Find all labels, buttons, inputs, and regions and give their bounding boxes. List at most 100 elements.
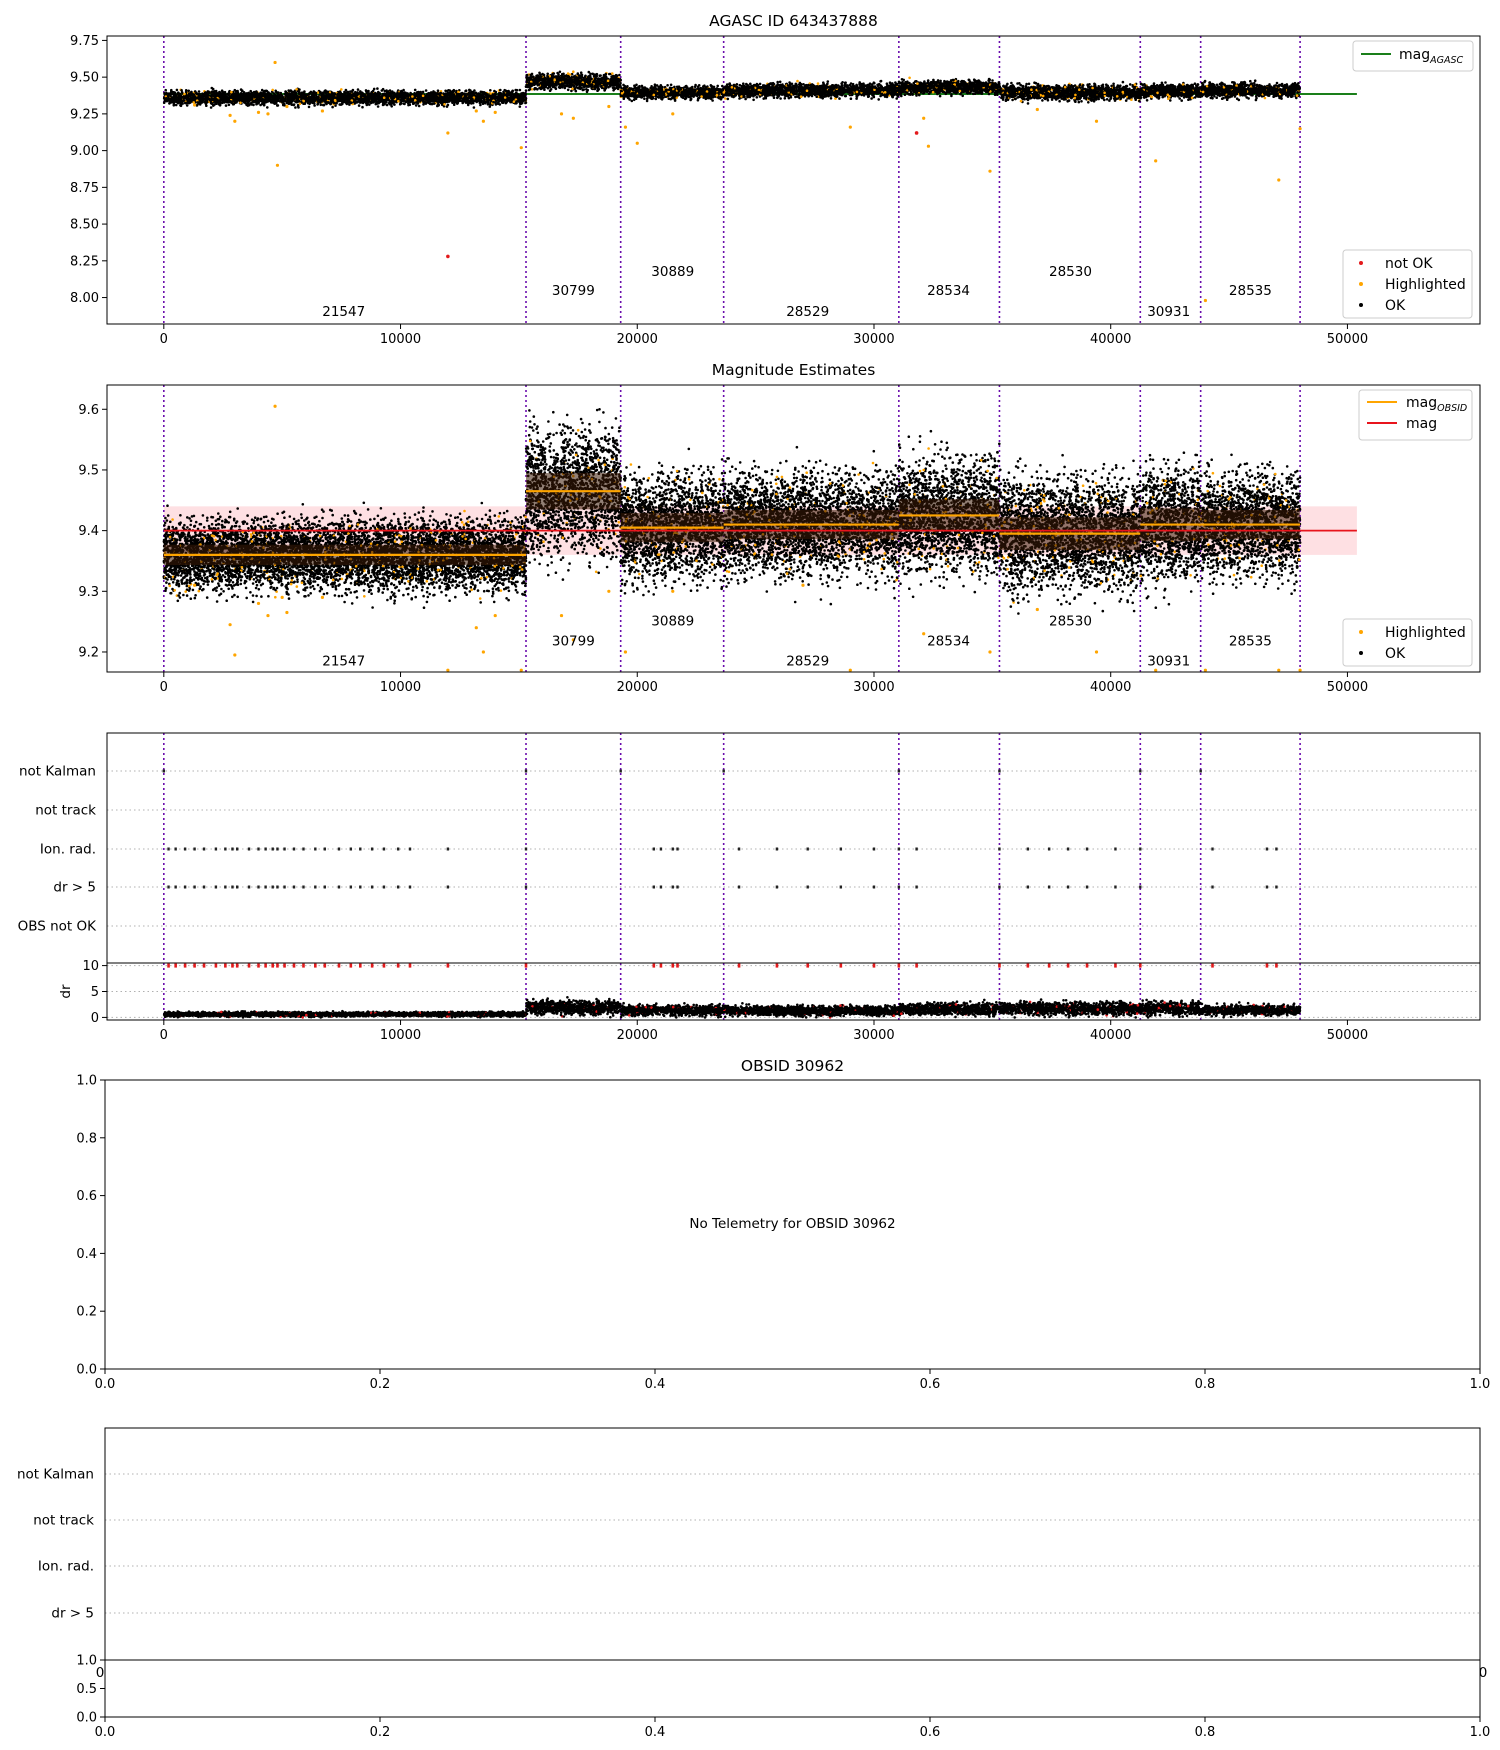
highlighted-point	[333, 98, 337, 102]
ok-point	[297, 90, 301, 93]
ok-point	[563, 84, 566, 88]
ok-point	[344, 88, 348, 92]
ok-point	[479, 103, 482, 107]
ok-point	[571, 80, 574, 84]
ok-point	[442, 97, 446, 100]
ok-point	[478, 97, 482, 100]
ok-point	[175, 88, 179, 92]
ok-point	[472, 93, 476, 96]
ok-point	[246, 96, 250, 99]
ok-point	[581, 88, 585, 92]
ok-point	[431, 99, 435, 103]
ok-point	[558, 70, 562, 74]
ok-point	[261, 102, 264, 106]
ok-point	[400, 89, 403, 93]
ok-point	[424, 89, 428, 92]
ok-point	[334, 104, 337, 107]
ok-point	[307, 105, 311, 109]
ok-point	[166, 94, 170, 98]
ok-point	[495, 99, 498, 103]
ok-point	[439, 97, 442, 101]
ok-point	[437, 100, 441, 103]
highlighted-point	[382, 96, 386, 99]
ok-point	[359, 101, 363, 104]
ok-point	[184, 89, 188, 92]
ok-point	[187, 92, 191, 95]
ok-point	[581, 82, 584, 86]
ok-point	[231, 100, 234, 103]
ok-point	[307, 92, 311, 96]
ok-point	[529, 84, 532, 87]
ok-point	[554, 87, 558, 91]
ok-point	[250, 95, 253, 99]
ok-point	[507, 99, 511, 102]
highlighted-point	[183, 92, 186, 96]
ok-point	[312, 95, 315, 98]
ok-point	[296, 99, 300, 102]
ok-point	[361, 105, 364, 109]
ok-point	[277, 96, 281, 99]
ok-point	[170, 88, 173, 92]
ok-point	[226, 97, 229, 101]
ok-point	[501, 101, 504, 104]
ok-point	[505, 93, 508, 97]
ok-point	[599, 81, 603, 85]
ok-point	[276, 98, 280, 102]
ok-point	[464, 89, 467, 93]
ok-point	[381, 87, 385, 91]
highlighted-point	[295, 88, 298, 91]
ok-point	[319, 103, 323, 107]
ok-point	[374, 97, 377, 101]
ok-point	[339, 93, 343, 96]
ok-point	[716, 84, 719, 88]
ok-point	[288, 90, 292, 93]
ok-point	[591, 83, 594, 87]
ok-point	[254, 90, 258, 93]
ok-point	[445, 105, 449, 108]
ok-point	[312, 91, 316, 95]
ok-point	[273, 96, 276, 100]
ok-point	[196, 101, 199, 104]
highlighted-point	[271, 88, 275, 92]
ok-point	[521, 91, 525, 95]
ok-point	[543, 88, 546, 91]
ok-point	[618, 73, 621, 77]
ok-point	[264, 95, 268, 99]
ok-point	[310, 98, 314, 102]
ok-point	[275, 91, 279, 94]
ok-point	[322, 95, 325, 98]
ok-point	[223, 94, 226, 98]
ok-point	[570, 77, 573, 81]
ok-point	[552, 84, 556, 88]
ok-point	[552, 72, 556, 75]
ok-point	[349, 90, 352, 93]
ok-point	[173, 92, 177, 96]
ok-point	[386, 90, 389, 94]
ok-point	[291, 93, 295, 96]
ok-point	[414, 104, 418, 107]
ok-point	[431, 102, 434, 106]
ok-point	[170, 97, 174, 100]
ok-point	[406, 92, 409, 95]
ok-point	[490, 96, 493, 99]
ok-point	[232, 93, 236, 96]
ok-point	[249, 89, 252, 93]
ok-point	[544, 77, 548, 81]
ok-point	[594, 79, 598, 83]
ok-point	[230, 95, 233, 99]
ok-point	[371, 99, 375, 102]
ok-point	[673, 99, 677, 102]
ok-point	[326, 94, 330, 97]
ok-point	[365, 103, 369, 107]
ok-point	[576, 80, 580, 83]
ok-point	[417, 99, 421, 103]
ok-point	[354, 92, 358, 95]
ok-point	[164, 88, 167, 92]
highlighted-point	[397, 99, 400, 103]
ok-point	[354, 96, 358, 100]
ok-point	[415, 93, 419, 96]
ok-point	[539, 87, 543, 91]
ok-point	[523, 99, 526, 102]
ok-point	[453, 100, 457, 104]
